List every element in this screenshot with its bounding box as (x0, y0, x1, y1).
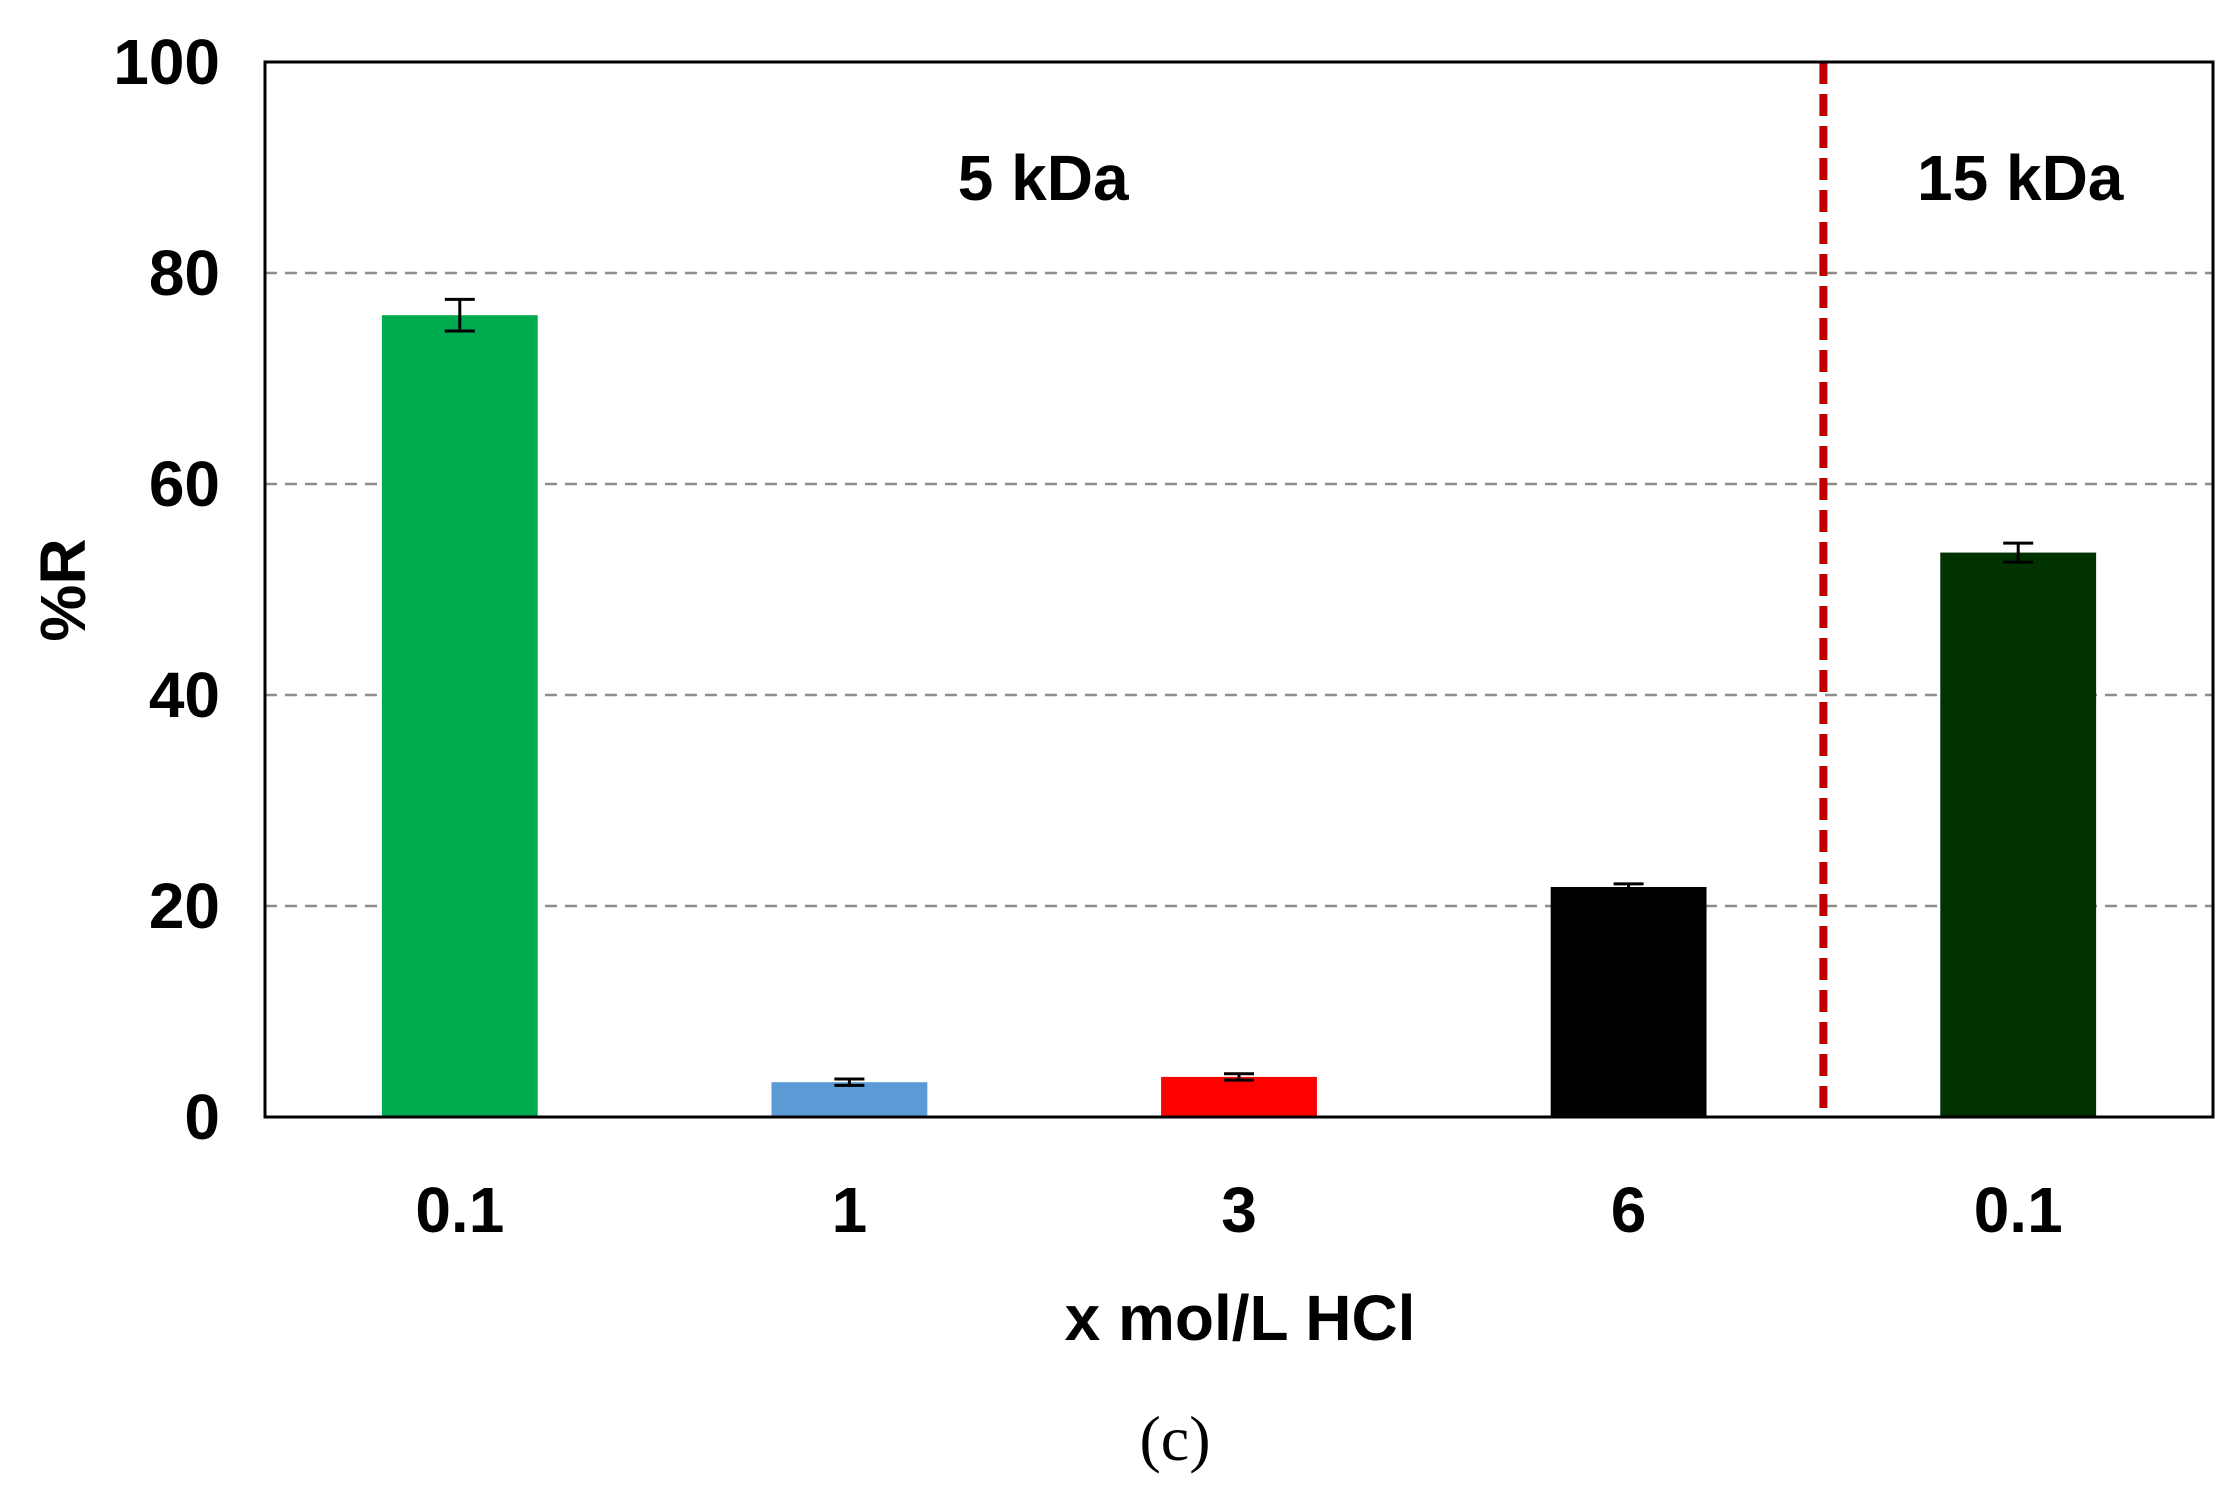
bar-3 (1550, 887, 1707, 1117)
error-bar-2 (1224, 1072, 1254, 1082)
annotation-15kda: 15 kDa (1917, 142, 2124, 214)
y-tick-80: 80 (149, 237, 220, 309)
bars (381, 315, 2097, 1117)
annotation-5kda: 5 kDa (958, 142, 1129, 214)
gridlines (265, 271, 2213, 908)
x-tick-3: 6 (1611, 1174, 1647, 1246)
y-tick-40: 40 (149, 659, 220, 731)
y-tick-0: 0 (184, 1081, 220, 1153)
x-tick-0: 0.1 (415, 1174, 504, 1246)
x-tick-2: 3 (1221, 1174, 1257, 1246)
bar-1 (771, 1082, 928, 1117)
x-tick-1: 1 (832, 1174, 868, 1246)
x-tick-4: 0.1 (1974, 1174, 2063, 1246)
error-bar-4 (2003, 541, 2034, 564)
y-tick-20: 20 (149, 870, 220, 942)
y-tick-labels: 0 20 40 60 80 100 (113, 26, 220, 1153)
bar-4 (1940, 552, 2097, 1117)
error-bar-1 (834, 1077, 865, 1087)
y-tick-60: 60 (149, 448, 220, 520)
plot-frame (263, 60, 2215, 1119)
x-axis-title: x mol/L HCl (1065, 1282, 1416, 1354)
figure-caption: (c) (1139, 1403, 1210, 1474)
error-bar-0 (444, 297, 475, 333)
bar-2 (1161, 1076, 1317, 1117)
error-bars (444, 297, 2034, 1087)
x-tick-labels: 0.1 1 3 6 0.1 (415, 1174, 2062, 1246)
bar-0 (381, 315, 538, 1117)
y-axis-title: %R (27, 538, 99, 641)
y-tick-100: 100 (113, 26, 220, 98)
error-bar-3 (1613, 882, 1644, 892)
